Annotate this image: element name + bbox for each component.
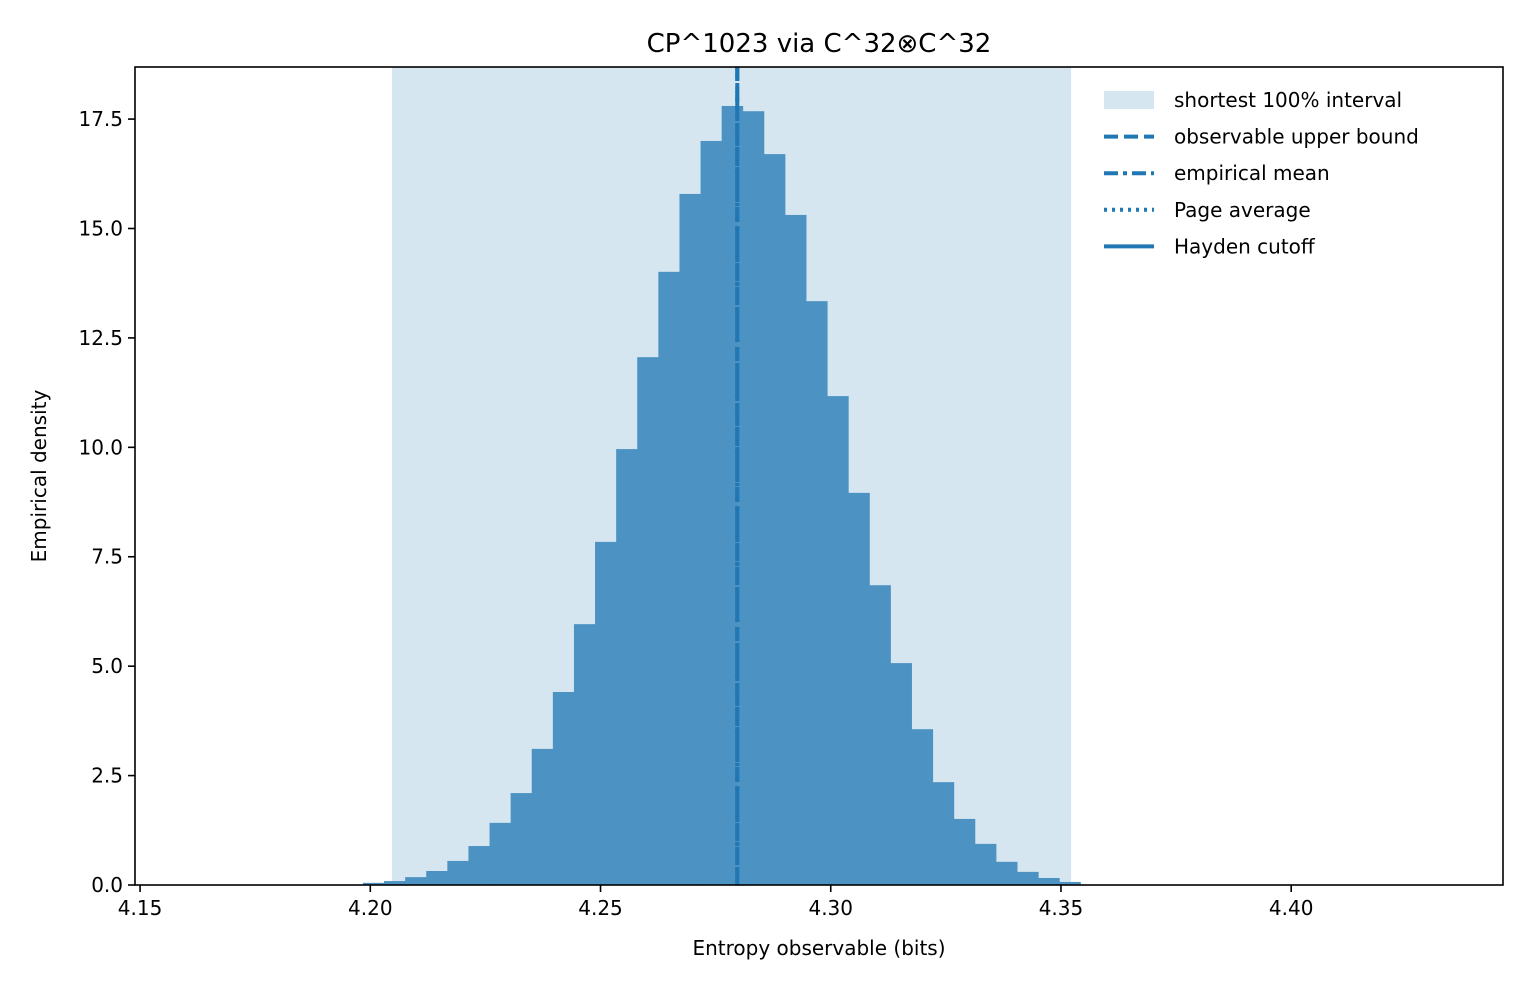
y-tick-label: 15.0: [78, 216, 123, 240]
histogram-bar: [721, 105, 744, 885]
histogram-bar: [658, 271, 680, 885]
y-tick-label: 12.5: [78, 326, 123, 350]
histogram-bar: [679, 193, 701, 886]
legend: shortest 100% interval observable upper b…: [1104, 88, 1419, 258]
legend-label: Page average: [1174, 198, 1311, 222]
histogram-bar: [362, 882, 385, 885]
histogram-bar: [806, 301, 828, 885]
histogram-bar: [890, 663, 912, 885]
histogram-bar: [763, 154, 786, 886]
histogram-bar: [426, 870, 448, 885]
legend-label: shortest 100% interval: [1174, 88, 1402, 112]
histogram-bar: [932, 782, 955, 885]
histogram-bar: [510, 793, 533, 885]
chart-title: CP^1023 via C^32⊗C^32: [647, 29, 992, 59]
histogram-bar: [489, 822, 512, 885]
histogram-bar: [1038, 877, 1060, 885]
x-axis-label: Entropy observable (bits): [692, 936, 945, 960]
plot-area: 4.15 4.20 4.25 4.30 4.35 4.40 0.0 2.5 5.0 7.5 10.0…: [78, 66, 1504, 920]
histogram-bar: [974, 843, 997, 885]
x-tick-label: 4.30: [808, 896, 853, 920]
histogram-bar: [595, 541, 617, 885]
histogram-bar: [742, 111, 765, 885]
x-tick-label: 4.35: [1039, 896, 1084, 920]
x-tick-label: 4.15: [118, 896, 163, 920]
y-tick-label: 10.0: [78, 435, 123, 459]
legend-label: Hayden cutoff: [1174, 234, 1316, 258]
histogram-bar: [552, 691, 575, 885]
histogram-bar: [637, 357, 659, 885]
y-tick-label: 17.5: [78, 107, 123, 131]
legend-label: empirical mean: [1174, 161, 1330, 185]
histogram-bar: [405, 877, 427, 885]
histogram-bar: [1017, 871, 1039, 885]
x-tick-label: 4.40: [1269, 896, 1314, 920]
histogram-bar: [848, 492, 870, 885]
histogram-bar: [616, 449, 638, 885]
histogram-bar: [447, 860, 469, 885]
y-axis-label: Empirical density: [27, 390, 51, 563]
axes-frame: [134, 66, 1504, 886]
histogram-bar: [911, 729, 934, 885]
x-tick-label: 4.25: [578, 896, 623, 920]
histogram-bar: [995, 861, 1018, 885]
legend-swatch-interval: [1104, 91, 1154, 109]
y-tick-label: 2.5: [91, 764, 123, 788]
histogram-bar: [573, 624, 596, 885]
histogram-bar: [384, 881, 406, 885]
histogram-bar: [827, 396, 849, 885]
y-tick-label: 7.5: [91, 545, 123, 569]
x-tick-label: 4.20: [348, 896, 393, 920]
histogram-bar: [784, 214, 807, 885]
histogram-bar: [700, 140, 723, 885]
histogram-bar: [869, 585, 891, 885]
histogram-bar: [531, 748, 554, 885]
histogram-bar: [1059, 881, 1081, 885]
legend-label: observable upper bound: [1174, 125, 1419, 149]
y-tick-label: 5.0: [91, 654, 123, 678]
y-tick-label: 0.0: [91, 873, 123, 897]
histogram-bar: [953, 818, 976, 885]
histogram-bar: [468, 846, 490, 885]
